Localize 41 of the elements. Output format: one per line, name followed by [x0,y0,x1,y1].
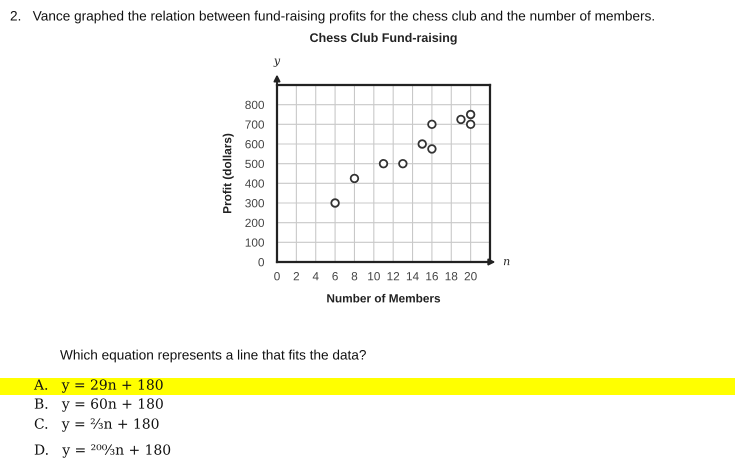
y-tick-label: 400 [245,179,264,188]
y-tick-label: 300 [245,199,264,208]
y-tick-label: 800 [245,100,264,110]
point [378,158,388,168]
point [456,114,466,124]
x-tick-label: 2 [294,272,300,280]
x-tick-label: 0 [274,272,280,280]
y-axis-title: Profit (dollars) [222,134,234,214]
x-tick-label: 12 [388,272,400,280]
text: A. y = 29n + 180 [34,379,163,393]
point [350,174,360,184]
y-tick-label: 500 [245,160,264,168]
x-axis-title: Number of Members [327,294,440,303]
x-tick-label: 4 [312,272,319,280]
point [418,139,427,149]
x-tick-label: 8 [352,272,358,280]
text: y [273,58,280,67]
text: C. y = ⅔n + 180 [34,418,159,432]
x-tick-label: 14 [406,272,419,280]
x-tick-label: 16 [426,272,438,280]
y-tick-label: 0 [258,258,264,266]
text: Which equation represents a line that fits the data? [60,350,366,362]
point [427,120,437,130]
y-tick-label: 600 [245,140,264,148]
y-tick-label: 100 [246,238,264,247]
x-tick-label: 10 [368,272,380,280]
text: 2. Vance graphed the relation between fund-raising profits for the chess club and the number of members. [10,10,654,24]
text: B. y = 60n + 180 [34,398,163,412]
y-tick-label: 700 [245,120,264,129]
point [466,120,476,130]
point [427,144,437,154]
y-tick-label: 200 [245,218,264,228]
point [398,158,408,168]
point [330,198,340,208]
text: D. y = ²⁰⁰⁄₃n + 180 [34,444,170,458]
x-tick-label: 18 [446,272,458,280]
x-tick-label: 20 [464,272,477,280]
chart-title: Chess Club Fund-raising [310,32,457,45]
text: n [504,259,510,266]
x-tick-label: 6 [332,272,338,280]
point [466,110,476,120]
